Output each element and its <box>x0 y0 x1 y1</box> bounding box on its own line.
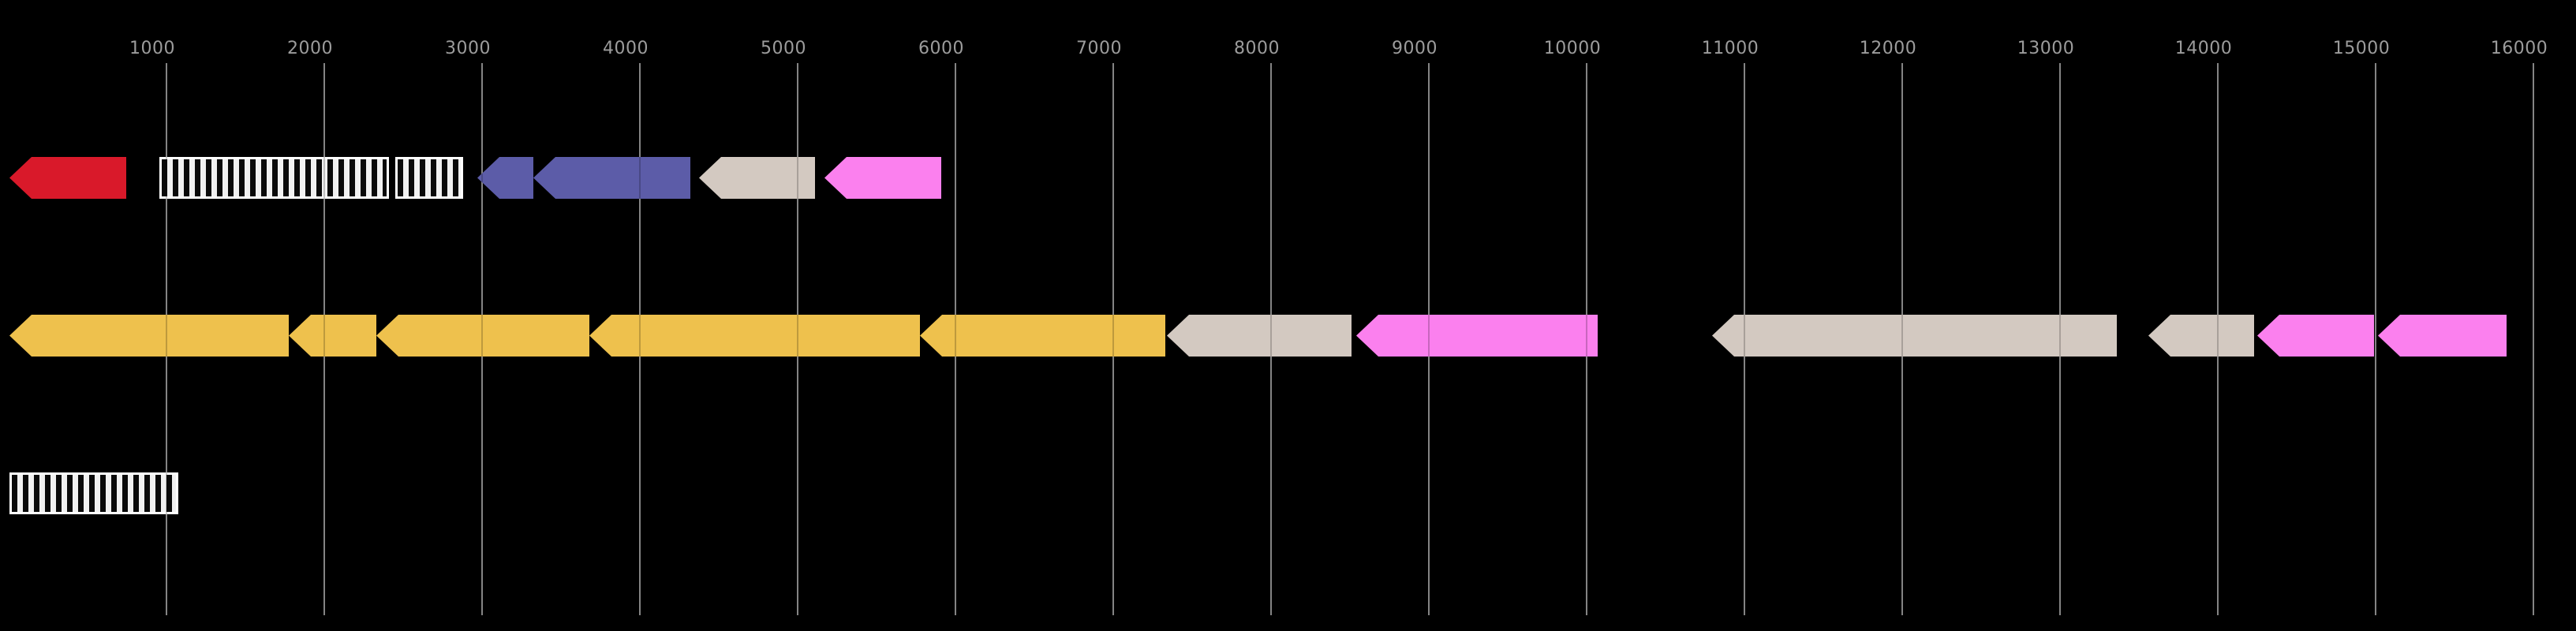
striped-feature-box <box>159 157 389 199</box>
gene-feature-arrow <box>477 157 533 199</box>
axis-tick-label: 5000 <box>761 39 806 58</box>
axis-tick-label: 14000 <box>2174 39 2233 58</box>
axis-tick-label: 16000 <box>2490 39 2548 58</box>
gridline <box>2533 63 2534 615</box>
axis-tick-label: 9000 <box>1392 39 1438 58</box>
axis-tick-label: 12000 <box>1859 39 1917 58</box>
axis-tick-label: 15000 <box>2332 39 2391 58</box>
gene-feature-arrow <box>289 315 376 357</box>
gridline-shade <box>1112 63 1114 615</box>
gridline-shade <box>1270 63 1272 615</box>
gridline-shade <box>481 63 483 615</box>
gene-feature-arrow <box>2378 315 2507 357</box>
feature-track-1 <box>0 157 2576 199</box>
gridline-shade <box>1586 63 1587 615</box>
gene-feature-arrow <box>9 157 126 199</box>
gene-feature-arrow <box>376 315 589 357</box>
gene-feature-arrow <box>2257 315 2374 357</box>
striped-feature-box <box>395 157 463 199</box>
gridline-shade <box>955 63 956 615</box>
gridline-shade <box>639 63 641 615</box>
gridline-shade <box>1428 63 1430 615</box>
axis-tick-label: 7000 <box>1076 39 1122 58</box>
gene-feature-arrow <box>533 157 690 199</box>
gene-feature-arrow <box>920 315 1165 357</box>
striped-feature-box <box>9 472 178 514</box>
axis-tick-label: 13000 <box>2017 39 2075 58</box>
gridline-shade <box>2059 63 2061 615</box>
gridline-shade <box>2375 63 2376 615</box>
gene-feature-arrow <box>824 157 941 199</box>
feature-track-2 <box>0 315 2576 357</box>
gene-feature-arrow <box>1356 315 1598 357</box>
gridline-shade <box>323 63 325 615</box>
gridline-shade <box>1744 63 1745 615</box>
gridline-shade <box>2217 63 2219 615</box>
axis-tick-label: 11000 <box>1701 39 1759 58</box>
gridline-shade <box>166 63 167 615</box>
gene-feature-arrow <box>2148 315 2254 357</box>
axis-tick-label: 1000 <box>129 39 175 58</box>
axis-tick-label: 3000 <box>445 39 491 58</box>
gene-feature-arrow <box>1712 315 2117 357</box>
gene-feature-arrow <box>9 315 289 357</box>
axis-tick-label: 6000 <box>918 39 964 58</box>
gridline <box>2375 63 2376 615</box>
gridline-shade <box>1901 63 1903 615</box>
axis-tick-label: 10000 <box>1543 39 1602 58</box>
gene-feature-arrow <box>1167 315 1352 357</box>
feature-track-3 <box>0 472 2576 514</box>
gene-feature-arrow <box>699 157 815 199</box>
gridline-shade <box>2533 63 2534 615</box>
axis-tick-label: 4000 <box>603 39 649 58</box>
axis-tick-label: 2000 <box>287 39 333 58</box>
axis-tick-label: 8000 <box>1234 39 1280 58</box>
gene-feature-arrow <box>589 315 920 357</box>
gridline-shade <box>797 63 798 615</box>
